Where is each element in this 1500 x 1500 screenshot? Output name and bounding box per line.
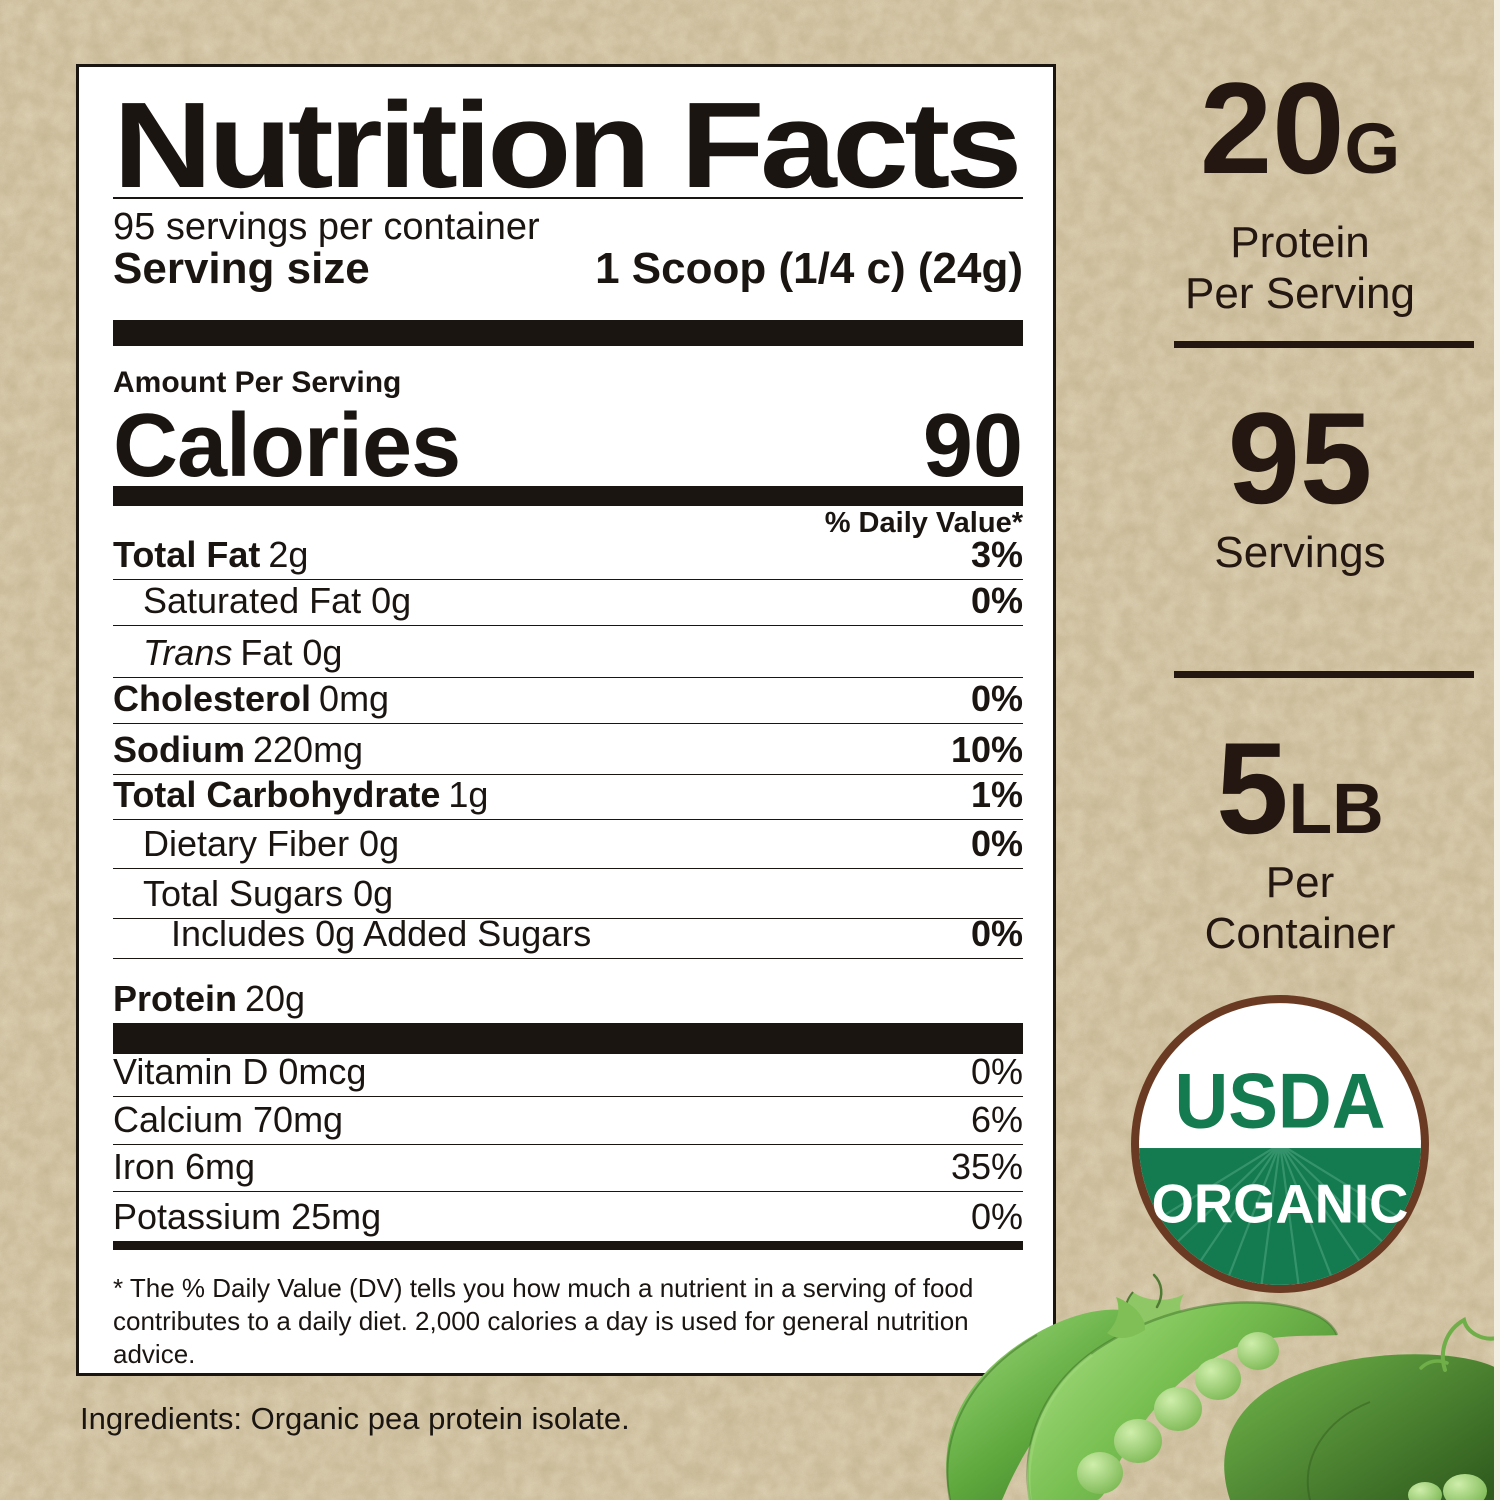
svg-text:USDA: USDA: [1174, 1058, 1385, 1145]
svg-text:ORGANIC: ORGANIC: [1152, 1174, 1409, 1235]
